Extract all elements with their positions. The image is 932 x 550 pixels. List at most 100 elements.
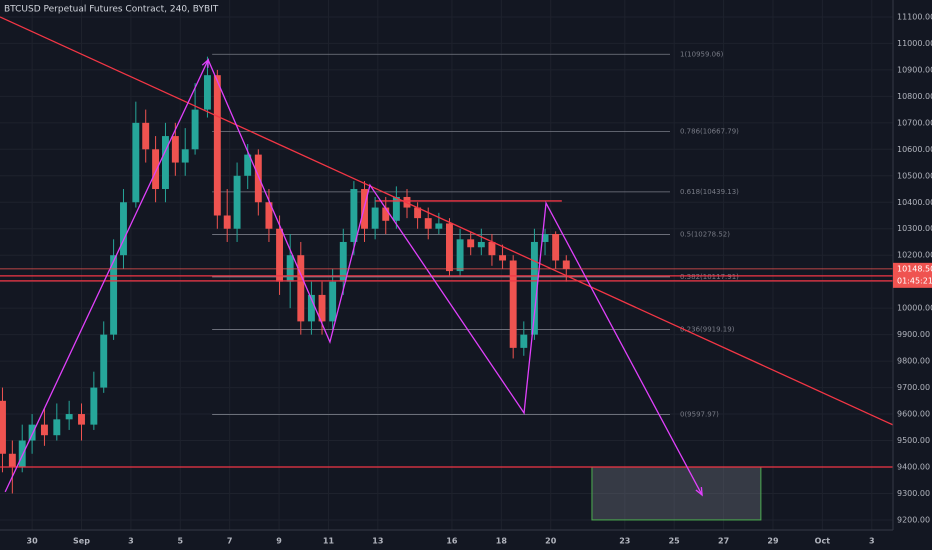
candle-body [552, 234, 560, 261]
fib-label: 1(10959.06) [680, 50, 724, 58]
y-tick-label: 9400.00 [897, 462, 930, 471]
y-tick-label: 11000.00 [897, 39, 932, 48]
x-tick-label: 16 [446, 537, 458, 546]
x-tick-label: 18 [496, 537, 508, 546]
candle-body [162, 136, 169, 190]
candle-body [530, 241, 538, 335]
candle-body [350, 189, 358, 242]
y-tick-label: 10700.00 [897, 118, 932, 127]
y-tick-label: 9600.00 [897, 410, 930, 419]
candle-body [371, 207, 379, 229]
candle-body [142, 122, 150, 150]
fib-label: 0(9597.97) [680, 411, 719, 419]
candle-body [213, 75, 221, 216]
x-tick-label: 25 [669, 537, 681, 546]
candle-body [562, 260, 570, 269]
candle-body [244, 154, 252, 176]
x-tick-label: Sep [73, 537, 90, 546]
candle-body [424, 218, 432, 229]
y-tick-label: 10200.00 [897, 251, 932, 260]
y-tick-label: 10300.00 [897, 224, 932, 233]
candle-body [40, 424, 48, 436]
y-tick-label: 9200.00 [897, 515, 930, 524]
y-tick-label: 9700.00 [897, 383, 930, 392]
candle-body [53, 419, 61, 436]
candle-body [307, 294, 315, 322]
candle-body [0, 400, 6, 454]
candle-body [520, 334, 528, 348]
x-tick-label: 11 [323, 537, 335, 546]
candle-body [203, 75, 211, 110]
x-tick-label: 3 [128, 537, 134, 546]
last-price-tag [893, 262, 932, 288]
arrow-head [695, 487, 703, 497]
candle-body [65, 414, 73, 420]
x-tick-label: 20 [545, 537, 557, 546]
x-tick-label: 3 [869, 537, 875, 546]
candle-body [318, 294, 326, 322]
candle-body [499, 255, 507, 261]
candle-body [276, 228, 284, 282]
candle-body [382, 207, 390, 221]
candle-body [446, 223, 453, 272]
arrow-head [201, 58, 209, 68]
y-tick-label: 9500.00 [897, 436, 930, 445]
candle-body [100, 334, 108, 388]
candle-body [414, 207, 422, 219]
chart-title: BTCUSD Perpetual Futures Contract, 240, … [4, 5, 219, 15]
candle-body [90, 387, 98, 425]
x-tick-label: Oct [815, 537, 831, 546]
candle-body [120, 202, 127, 256]
candle-body [28, 424, 36, 441]
x-tick-label: 13 [372, 537, 383, 546]
candle-body [286, 255, 294, 282]
x-tick-label: 9 [276, 537, 282, 546]
y-tick-label: 9300.00 [897, 489, 930, 498]
candle-body [18, 440, 26, 467]
countdown-label: 01:45:21 [897, 276, 932, 285]
x-tick-label: 29 [767, 537, 779, 546]
candle-body [132, 122, 140, 203]
candle-body [78, 414, 85, 425]
candle-body [233, 175, 241, 229]
candle-body [223, 215, 231, 229]
candle-body [339, 241, 347, 282]
candle-body [297, 255, 305, 322]
y-tick-label: 9800.00 [897, 357, 930, 366]
y-tick-label: 10800.00 [897, 92, 932, 101]
x-tick-label: 27 [718, 537, 729, 546]
candle-body [467, 239, 475, 248]
y-tick-label: 10000.00 [897, 304, 932, 313]
candle-body [329, 281, 337, 322]
fib-label: 0.236(9919.19) [680, 326, 735, 334]
x-tick-label: 5 [177, 537, 183, 546]
fib-label: 0.5(10278.52) [680, 230, 730, 238]
target-box [591, 466, 762, 521]
y-tick-label: 9900.00 [897, 330, 930, 339]
candle-body [456, 239, 464, 272]
candle-body [171, 136, 179, 163]
x-tick-label: 23 [619, 537, 630, 546]
candle-body [392, 196, 400, 221]
candle-body [110, 255, 118, 335]
candle-body [265, 202, 273, 229]
y-tick-label: 10400.00 [897, 198, 932, 207]
fib-label: 0.786(10667.79) [680, 127, 739, 135]
candle-body [488, 241, 496, 256]
candle-body [191, 109, 199, 150]
y-tick-label: 10500.00 [897, 171, 932, 180]
last-price-label: 10148.50 [897, 264, 932, 273]
candle-body [254, 154, 262, 203]
red-line [0, 16, 894, 426]
candle-body [509, 260, 517, 348]
candle-body [541, 234, 549, 242]
fib-label: 0.618(10439.13) [680, 188, 739, 196]
y-tick-label: 10600.00 [897, 145, 932, 154]
candle-body [435, 223, 443, 229]
candle-body [477, 241, 485, 248]
candle-body [8, 453, 16, 467]
x-tick-label: 30 [27, 537, 39, 546]
x-tick-label: 7 [227, 537, 233, 546]
